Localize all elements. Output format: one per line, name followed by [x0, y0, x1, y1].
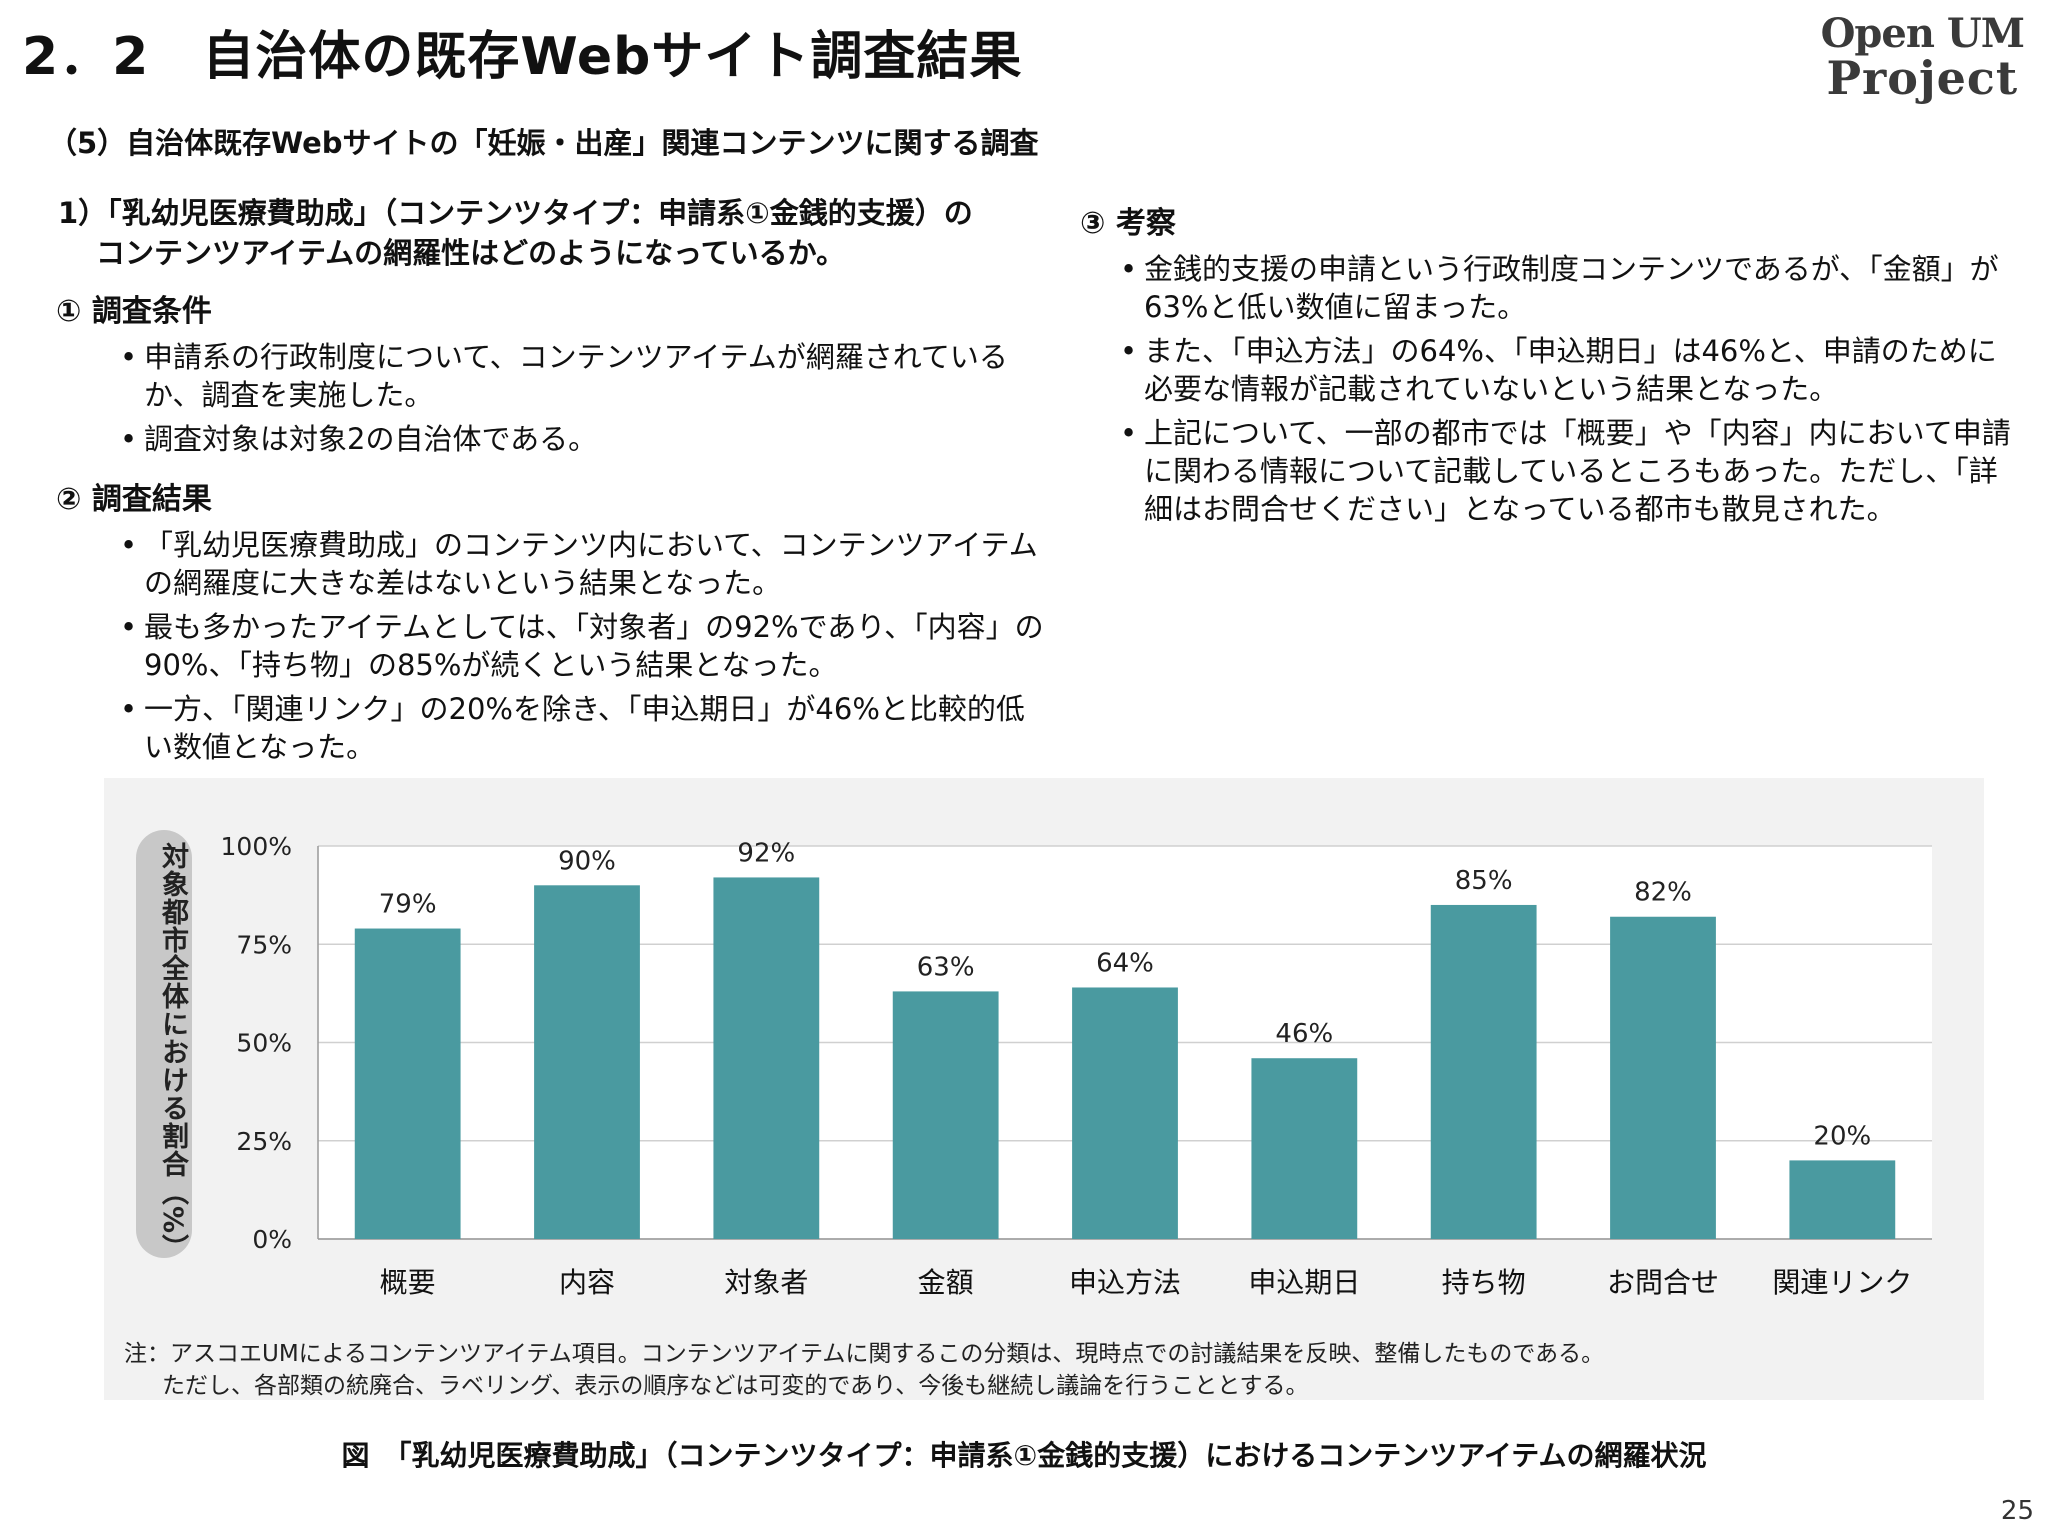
conditions-list: 申請系の行政制度について、コンテンツアイテムが網羅されているか、調査を実施した。… — [120, 338, 1040, 458]
research-question: 1）「乳幼児医療費助成」（コンテンツタイプ：申請系①金銭的支援）の コンテンツア… — [58, 193, 973, 273]
list-item: 上記について、一部の都市では「概要」や「内容」内において申請に関わる情報について… — [1120, 414, 2020, 528]
y-tick-label: 75% — [236, 930, 292, 959]
bar — [1430, 904, 1537, 1239]
data-label: 85% — [1455, 866, 1513, 896]
page-title: 2．2 自治体の既存Webサイト調査結果 — [22, 27, 1023, 87]
x-tick-label: 関連リンク — [1772, 1266, 1912, 1299]
bar — [354, 928, 461, 1239]
open-um-project-logo: Open UM Project — [1820, 10, 2025, 105]
y-axis-label-pill — [136, 830, 192, 1258]
list-item: 最も多かったアイテムとしては、「対象者」の92%であり、「内容」の90%、「持ち… — [120, 608, 1050, 684]
x-tick-label: 申込期日 — [1248, 1266, 1360, 1299]
section-results-heading: ② 調査結果 — [56, 482, 212, 517]
bar — [713, 877, 820, 1239]
bar — [1072, 987, 1178, 1239]
bar — [1789, 1160, 1896, 1239]
list-item: 「乳幼児医療費助成」のコンテンツ内において、コンテンツアイテムの網羅度に大きな差… — [120, 526, 1050, 602]
y-tick-label: 0% — [252, 1225, 292, 1254]
data-label: 64% — [1096, 948, 1154, 978]
section-conditions-heading: ① 調査条件 — [56, 294, 212, 329]
x-tick-label: 概要 — [380, 1266, 436, 1299]
page-number: 25 — [2000, 1496, 2034, 1526]
y-tick-label: 50% — [236, 1029, 292, 1058]
data-label: 82% — [1634, 878, 1692, 908]
note-line-2: ただし、各部類の統廃合、ラベリング、表示の順序などは可変的であり、今後も継続し議… — [162, 1373, 1309, 1399]
data-label: 46% — [1275, 1019, 1333, 1049]
y-tick-label: 25% — [236, 1127, 292, 1156]
left-column: ① 調査条件 申請系の行政制度について、コンテンツアイテムが網羅されているか、調… — [56, 286, 1044, 772]
chart-note: 注：アスコエUMによるコンテンツアイテム項目。コンテンツアイテムに関するこの分類… — [124, 1338, 1604, 1402]
list-item: 申請系の行政制度について、コンテンツアイテムが網羅されているか、調査を実施した。 — [120, 338, 1040, 414]
list-item: 調査対象は対象2の自治体である。 — [120, 420, 1040, 458]
data-label: 90% — [558, 846, 616, 876]
data-label: 92% — [737, 838, 795, 868]
x-tick-label: 申込方法 — [1069, 1266, 1181, 1299]
bar — [1251, 1058, 1358, 1239]
note-line-1: 注：アスコエUMによるコンテンツアイテム項目。コンテンツアイテムに関するこの分類… — [124, 1341, 1605, 1367]
x-tick-label: 金額 — [918, 1266, 974, 1299]
bar — [534, 885, 640, 1239]
section-subtitle: （5）自治体既存Webサイトの「妊娠・出産」関連コンテンツに関する調査 — [48, 126, 1039, 160]
list-item: 金銭的支援の申請という行政制度コンテンツであるが、「金額」が63%と低い数値に留… — [1120, 250, 2020, 326]
figure-caption: 図 「乳幼児医療費助成」（コンテンツタイプ：申請系①金銭的支援）におけるコンテン… — [341, 1439, 1707, 1472]
section-discussion-heading: ③ 考察 — [1080, 206, 1176, 241]
bar — [1610, 916, 1716, 1239]
list-item: 一方、「関連リンク」の20%を除き、「申込期日」が46%と比較的低い数値となった… — [120, 690, 1050, 766]
x-tick-label: 内容 — [559, 1266, 615, 1299]
data-label: 63% — [917, 952, 975, 982]
list-item: また、「申込方法」の64%、「申込期日」は46%と、申請のために必要な情報が記載… — [1120, 332, 2020, 408]
data-label: 79% — [379, 890, 437, 920]
data-label: 20% — [1813, 1121, 1871, 1151]
y-axis-label: 対象都市全体における割合（%） — [157, 842, 188, 1263]
discussion-list: 金銭的支援の申請という行政制度コンテンツであるが、「金額」が63%と低い数値に留… — [1120, 250, 2020, 528]
y-tick-label: 100% — [221, 832, 292, 861]
x-tick-label: 持ち物 — [1442, 1266, 1526, 1299]
x-tick-label: 対象者 — [724, 1266, 808, 1299]
logo-line-2: Project — [1826, 51, 2019, 105]
question-line-2: コンテンツアイテムの網羅性はどのようになっているか。 — [96, 236, 846, 270]
bar — [892, 991, 999, 1239]
right-column: ③ 考察 金銭的支援の申請という行政制度コンテンツであるが、「金額」が63%と低… — [1080, 198, 2020, 534]
x-tick-label: お問合せ — [1607, 1266, 1719, 1299]
results-list: 「乳幼児医療費助成」のコンテンツ内において、コンテンツアイテムの網羅度に大きな差… — [120, 526, 1050, 766]
logo-line-1: Open UM — [1820, 10, 2025, 57]
question-line-1: 1）「乳幼児医療費助成」（コンテンツタイプ：申請系①金銭的支援）の — [58, 196, 973, 230]
